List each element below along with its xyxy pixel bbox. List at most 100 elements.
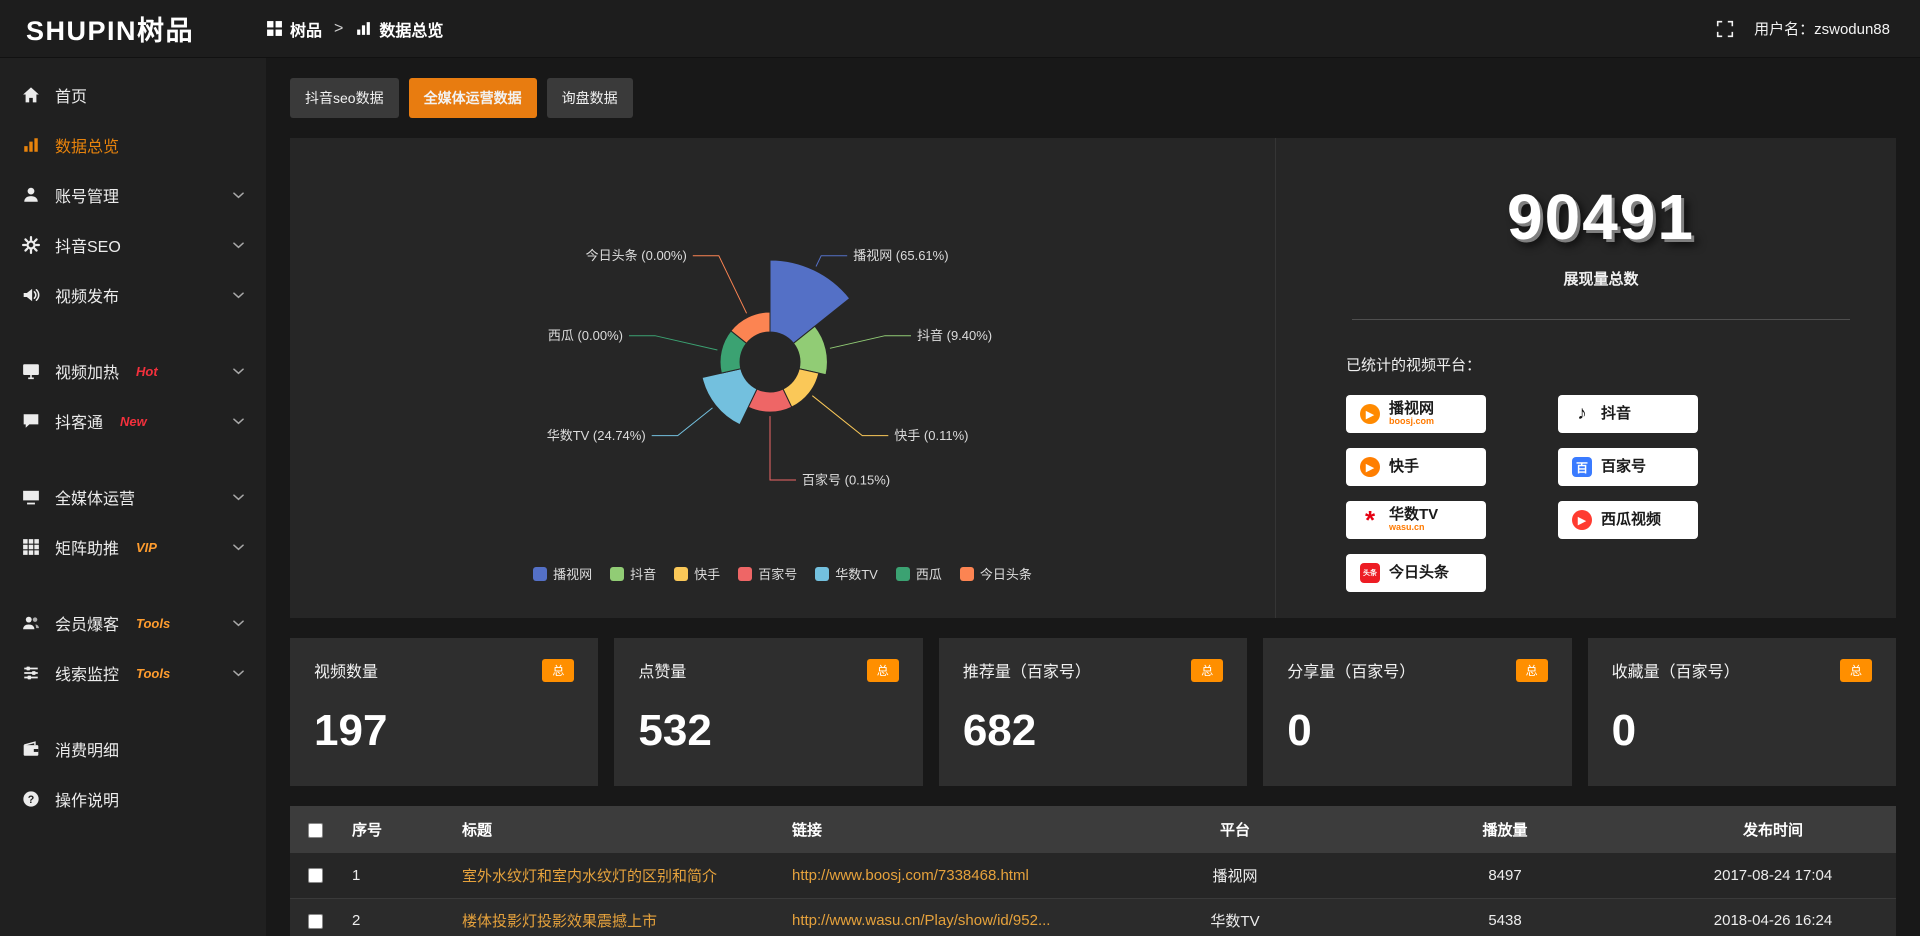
total-badge[interactable]: 总 xyxy=(1191,658,1224,682)
sidebar-item-5[interactable]: 视频发布 xyxy=(0,270,266,320)
sidebar-item-label: 首页 xyxy=(55,89,88,106)
stat-card-value: 0 xyxy=(1611,706,1637,755)
pie-slice-今日头条[interactable] xyxy=(730,311,771,345)
column-header-3: 链接 xyxy=(780,806,1110,853)
breadcrumb-item-home[interactable]: 树品 xyxy=(266,17,322,41)
sidebar-item-7[interactable]: 抖客通 New xyxy=(0,396,266,446)
platform-badge-播视网: ▶ 播视网 boosj.com xyxy=(1346,395,1486,433)
sidebar-item-tag: New xyxy=(120,413,147,429)
screen-icon xyxy=(22,488,40,506)
baijiahao-icon: 百 xyxy=(1572,457,1592,477)
legend-item-抖音[interactable]: 抖音 xyxy=(610,564,656,583)
platform-badge-抖音: ♪ 抖音 xyxy=(1558,395,1698,433)
stat-card-title: 视频数量 xyxy=(314,664,379,681)
cell-plays: 8497 xyxy=(1360,853,1650,899)
pie-label: 今日头条 (0.00%) xyxy=(586,248,687,263)
pie-slice-华数TV[interactable] xyxy=(701,368,758,426)
platforms-title: 已统计的视频平台： xyxy=(1346,357,1482,374)
main-content: 抖音seo数据 全媒体运营数据 询盘数据 播视网 (65.61%) 抖音 (9.40%… xyxy=(266,58,1920,936)
chart-icon xyxy=(355,20,372,37)
app-logo: SHUPIN树品 xyxy=(0,9,266,48)
legend-item-百家号[interactable]: 百家号 xyxy=(738,564,797,583)
legend-swatch xyxy=(815,566,830,581)
divider xyxy=(1352,319,1850,320)
cell-link[interactable]: http://www.wasu.cn/Play/show/id/952... xyxy=(780,898,1110,936)
legend-swatch xyxy=(738,566,753,581)
legend-item-今日头条[interactable]: 今日头条 xyxy=(959,564,1032,583)
total-badge[interactable]: 总 xyxy=(866,658,899,682)
platform-name: 快手 xyxy=(1389,458,1420,476)
sliders-icon xyxy=(22,664,40,682)
column-header-4: 平台 xyxy=(1110,806,1360,853)
stat-card-value: 532 xyxy=(638,706,712,755)
legend-item-播视网[interactable]: 播视网 xyxy=(533,564,592,583)
cell-link[interactable]: http://www.boosj.com/7338468.html xyxy=(780,853,1110,899)
tab-1[interactable]: 抖音seo数据 xyxy=(290,78,399,118)
legend-label: 今日头条 xyxy=(979,567,1032,582)
sidebar-item-11[interactable]: 线索监控 Tools xyxy=(0,648,266,698)
pie-slice-播视网[interactable] xyxy=(769,259,851,345)
legend-swatch xyxy=(533,566,548,581)
table-row-2: 2 楼体投影灯投影效果震撼上市 http://www.wasu.cn/Play/sh… xyxy=(290,898,1896,936)
stat-card-value: 682 xyxy=(962,706,1037,755)
table-row-1: 1 室外水纹灯和室内水纹灯的区别和简介 http://www.boosj.com/7… xyxy=(290,853,1896,899)
pie-label: 百家号 (0.15%) xyxy=(802,473,890,488)
sidebar-item-10[interactable]: 会员爆客 Tools xyxy=(0,598,266,648)
sidebar-item-3[interactable]: 账号管理 xyxy=(0,170,266,220)
fullscreen-icon[interactable] xyxy=(1716,20,1734,38)
stat-card-3: 推荐量（百家号） 总 682 xyxy=(938,638,1248,786)
cell-title[interactable]: 室外水纹灯和室内水纹灯的区别和简介 xyxy=(450,853,780,899)
stat-card-4: 分享量（百家号） 总 0 xyxy=(1263,638,1572,786)
sidebar-item-13[interactable]: ? 操作说明 xyxy=(0,774,266,824)
row-checkbox[interactable] xyxy=(307,868,323,884)
pie-leader-line xyxy=(651,407,713,437)
username-label[interactable]: 用户名：zswodun88 xyxy=(1754,21,1890,38)
chevron-down-icon xyxy=(233,191,244,199)
legend-item-华数TV[interactable]: 华数TV xyxy=(815,564,878,583)
chevron-down-icon xyxy=(233,241,244,249)
stat-card-2: 点赞量 总 532 xyxy=(614,638,923,786)
svg-text:?: ? xyxy=(28,794,35,806)
pie-leader-line xyxy=(811,395,889,437)
sidebar-item-6[interactable]: 视频加热 Hot xyxy=(0,346,266,396)
tab-3[interactable]: 询盘数据 xyxy=(546,78,633,118)
legend-item-快手[interactable]: 快手 xyxy=(674,564,720,583)
platform-name: 百家号 xyxy=(1601,458,1647,476)
stat-card-title: 收藏量（百家号） xyxy=(1611,664,1740,681)
row-checkbox[interactable] xyxy=(307,913,323,929)
sidebar-item-tag: Tools xyxy=(136,615,171,631)
kuaishou-icon: ▶ xyxy=(1360,457,1380,477)
legend-swatch xyxy=(895,566,910,581)
cell-platform: 播视网 xyxy=(1110,853,1360,899)
logo-suffix: 树品 xyxy=(137,16,195,46)
pie-label: 华数TV (24.74%) xyxy=(547,428,646,443)
sidebar-item-9[interactable]: 矩阵助推 VIP xyxy=(0,522,266,572)
sidebar-item-2[interactable]: 数据总览 xyxy=(0,120,266,170)
question-icon: ? xyxy=(22,790,40,808)
sidebar-item-tag: Hot xyxy=(136,363,158,379)
total-badge[interactable]: 总 xyxy=(1840,658,1873,682)
pie-slice-抖音[interactable] xyxy=(792,325,828,376)
sidebar-item-8[interactable]: 全媒体运营 xyxy=(0,472,266,522)
grid9-icon xyxy=(22,538,40,556)
sidebar-item-12[interactable]: 消费明细 xyxy=(0,724,266,774)
cell-title[interactable]: 楼体投影灯投影效果震撼上市 xyxy=(450,898,780,936)
legend-item-西瓜[interactable]: 西瓜 xyxy=(895,564,942,583)
legend-label: 华数TV xyxy=(835,567,878,582)
legend-label: 快手 xyxy=(694,567,721,582)
column-header-1: 序号 xyxy=(340,806,450,853)
select-all-checkbox[interactable] xyxy=(307,822,323,838)
platform-name: 西瓜视频 xyxy=(1601,511,1662,529)
sidebar-item-1[interactable]: 首页 xyxy=(0,70,266,120)
breadcrumb-item-current[interactable]: 数据总览 xyxy=(355,17,443,41)
sidebar-item-4[interactable]: 抖音SEO xyxy=(0,220,266,270)
total-badge[interactable]: 总 xyxy=(542,658,575,682)
users-icon xyxy=(22,614,40,632)
tab-2[interactable]: 全媒体运营数据 xyxy=(408,78,537,118)
pie-label: 快手 (0.11%) xyxy=(894,428,968,443)
pie-leader-line xyxy=(829,335,911,349)
logo-text: SHUPIN xyxy=(26,16,138,46)
legend-swatch xyxy=(959,566,974,581)
total-badge[interactable]: 总 xyxy=(1515,658,1548,682)
sidebar-item-label: 线索监控 xyxy=(55,667,120,684)
